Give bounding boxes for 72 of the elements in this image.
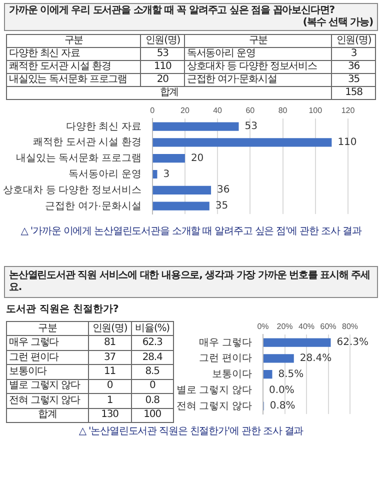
text: 53 — [140, 48, 184, 60]
y-tick-label: 매우 그렇다 — [199, 337, 252, 348]
data-label: 0.0% — [269, 384, 294, 396]
x-tick-label: 40 — [213, 106, 223, 116]
chart-title: 논산열린도서관 직원 서비스에 대한 내용으로, 생각과 가장 가까운 번호를 표시해 주세요. — [4, 266, 378, 298]
text: △ '논산열린도서관 직원은 친절한가'에 관한 조사 결과 — [78, 425, 304, 438]
x-tick-label: 0 — [150, 106, 156, 116]
y-tick-label: 내실있는 독서문화 프로그램 — [16, 153, 142, 164]
text: 1 — [88, 394, 132, 408]
x-tick-label: 80 — [278, 106, 288, 116]
text: 11 — [88, 364, 132, 380]
y-tick-label: 다양한 최신 자료 — [66, 121, 142, 132]
y-tick-label: 그런 편이다 — [199, 353, 252, 364]
bar — [264, 354, 294, 363]
category-label: 상호대차 등 다양한 정보서비스 — [186, 61, 317, 72]
data-label: 8.5% — [278, 368, 304, 380]
y-tick-label: 독서동아리 운영 — [68, 169, 142, 180]
y-tick-label: 근접한 여가·문화시설 — [45, 200, 142, 212]
data-label: 35 — [215, 200, 228, 212]
x-tick-label: 60% — [320, 322, 336, 332]
data-label: 3 — [163, 168, 170, 180]
data-label: 36 — [217, 184, 230, 196]
chart-subtitle: (복수 선택 가능) — [302, 17, 373, 29]
text: 81 — [88, 336, 132, 350]
y-tick-label: 보통이다 — [212, 369, 252, 380]
text: 8.5 — [131, 364, 174, 380]
x-tick-label: 20 — [180, 106, 190, 116]
text: 비율(%) — [131, 322, 174, 336]
text: 130 — [88, 408, 132, 422]
data-label: 28.4% — [300, 353, 332, 364]
data-label: 0.8% — [270, 400, 296, 412]
text: 3 — [332, 48, 376, 60]
text: 28.4 — [131, 350, 174, 365]
text: 62.3 — [131, 336, 174, 350]
text: 36 — [332, 60, 376, 74]
text: 도서관 직원은 친절한가? — [6, 303, 120, 316]
y-tick-label: 전혀 그렇지 않다 — [176, 400, 252, 412]
y-tick-label: 별로 그렇지 않다 — [176, 384, 252, 396]
text: △ '가까운 이에게 논산열린도서관을 소개할 때 알려주고 싶은 점'에 관한 조사 결과 — [20, 225, 363, 238]
text: 37 — [88, 350, 132, 365]
data-label: 62.3% — [336, 337, 369, 348]
text: 인원(명) — [88, 322, 132, 336]
text: 합계 — [6, 86, 332, 100]
x-tick-label: 20% — [276, 322, 293, 332]
bar — [264, 338, 331, 347]
text: 0.8 — [131, 394, 174, 408]
chart-title: 가까운 이에게 우리 도서관을 소개할 때 꼭 알려주고 싶은 점을 꼽아보신다면? — [9, 5, 336, 17]
text: 158 — [332, 86, 376, 100]
text: 0 — [88, 379, 132, 394]
bar — [264, 370, 272, 379]
x-tick-label: 120 — [341, 106, 356, 116]
y-tick-label: 쾌적한 도서관 시설 환경 — [32, 137, 142, 148]
text: 인원(명) — [140, 34, 184, 48]
x-tick-label: 0% — [257, 322, 269, 332]
text: 110 — [140, 60, 184, 74]
text: 인원(명) — [336, 35, 372, 46]
data-label: 20 — [190, 152, 204, 164]
text: 구분 — [184, 34, 332, 48]
text: 구분 — [64, 35, 84, 46]
text: 0 — [131, 379, 174, 394]
x-tick-label: 80% — [342, 322, 358, 332]
text: 구분 — [6, 322, 88, 336]
data-label: 110 — [338, 137, 357, 148]
text: 35 — [332, 74, 376, 86]
x-tick-label: 60 — [246, 106, 256, 116]
x-tick-label: 100 — [308, 106, 323, 116]
data-label: 53 — [244, 121, 258, 132]
text: 100 — [131, 408, 174, 422]
x-tick-label: 40% — [298, 322, 315, 332]
text: 합계 — [6, 408, 88, 422]
y-tick-label: 상호대차 등 다양한 정보서비스 — [2, 184, 142, 196]
text: 20 — [140, 74, 184, 86]
